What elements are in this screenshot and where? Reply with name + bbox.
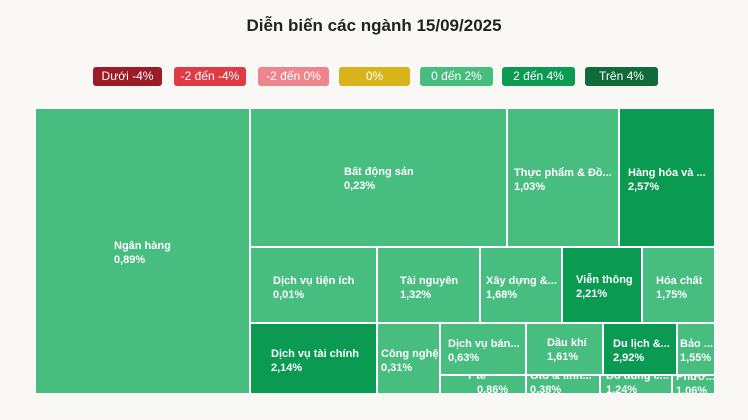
treemap-cell[interactable]: Dịch vụ tài chính 2,14% bbox=[250, 323, 377, 394]
sector-name-label: Công nghệ bbox=[381, 348, 439, 360]
treemap-cell[interactable]: Tài nguyên 1,32% bbox=[377, 247, 480, 323]
treemap-cell[interactable]: Ngân hàng 0,89% bbox=[35, 108, 250, 394]
sector-name-label: Xây dựng &... bbox=[486, 275, 557, 287]
treemap-cell[interactable]: Dịch vụ tiện ích 0,01% bbox=[250, 247, 377, 323]
sector-value-label: 2,57% bbox=[628, 181, 660, 193]
sector-value-label: 0,01% bbox=[273, 289, 305, 301]
sector-name-label: Bất động sản bbox=[344, 166, 414, 178]
sector-value-label: 2,14% bbox=[271, 362, 303, 374]
treemap-cell[interactable]: Dầu khí 1,61% bbox=[526, 323, 603, 375]
sector-value-label: 0,63% bbox=[448, 352, 480, 364]
legend-item[interactable]: -2 đến -4% bbox=[174, 67, 246, 86]
sector-name-label: Tài nguyên bbox=[400, 275, 459, 287]
sector-name-label: Thực phẩm & Đồ... bbox=[514, 167, 612, 179]
chart-title: Diễn biến các ngành 15/09/2025 bbox=[246, 16, 502, 35]
sector-value-label: 1,03% bbox=[514, 181, 546, 193]
sector-name-label: Dịch vụ bán... bbox=[448, 338, 520, 350]
sector-name-label: Hóa chất bbox=[656, 275, 703, 287]
sector-value-label: 1,61% bbox=[547, 351, 579, 363]
sector-name-label: Dầu khí bbox=[547, 337, 587, 349]
treemap-cell[interactable]: Đồ dùng c... 1,24% bbox=[600, 375, 672, 394]
sector-value-label: 0,38% bbox=[530, 384, 562, 394]
legend-item[interactable]: 2 đến 4% bbox=[502, 67, 575, 86]
legend-item[interactable]: -2 đến 0% bbox=[258, 67, 329, 86]
sector-name-label: Ôtô & linh... bbox=[530, 375, 592, 382]
sector-value-label: 1,32% bbox=[400, 289, 432, 301]
treemap-cell[interactable]: Hóa chất 1,75% bbox=[642, 247, 715, 323]
sector-value-label: 0,89% bbox=[114, 254, 146, 266]
sector-value-label: 0,23% bbox=[344, 180, 376, 192]
treemap-cell[interactable]: Ôtô & linh... 0,38% bbox=[526, 375, 600, 394]
treemap-cell[interactable]: Y tế 0,86% bbox=[440, 375, 526, 394]
sector-value-label: 1,68% bbox=[486, 289, 518, 301]
sector-name-label: Ngân hàng bbox=[114, 240, 171, 252]
treemap-cell[interactable]: Viễn thông 2,21% bbox=[562, 247, 642, 323]
sector-name-label: Dịch vụ tài chính bbox=[271, 348, 360, 360]
sector-name-label: Du lịch &... bbox=[613, 338, 670, 350]
legend-item[interactable]: Trên 4% bbox=[585, 67, 658, 86]
legend: Dưới -4% -2 đến -4% -2 đến 0% 0% 0 đến 2% 2 đ… bbox=[0, 67, 748, 87]
sector-value-label: 1,75% bbox=[656, 289, 688, 301]
sector-value-label: 0,86% bbox=[477, 384, 509, 394]
sector-value-label: 1,55% bbox=[680, 352, 712, 364]
treemap-cell[interactable]: Thực phẩm & Đồ... 1,03% bbox=[507, 108, 619, 247]
sector-value-label: 2,92% bbox=[613, 352, 645, 364]
sector-name-label: Đồ dùng c... bbox=[606, 375, 669, 382]
legend-item[interactable]: 0% bbox=[339, 67, 410, 86]
sector-name-label: Y tế bbox=[466, 375, 486, 382]
treemap-cell[interactable]: Hàng hóa và ... 2,57% bbox=[619, 108, 715, 247]
treemap-cell[interactable]: Công nghệ 0,31% bbox=[377, 323, 440, 394]
treemap-cell[interactable]: Phươ... 1,06% bbox=[672, 375, 715, 394]
sector-name-label: Hàng hóa và ... bbox=[628, 167, 706, 179]
treemap-cell[interactable]: Xây dựng &... 1,68% bbox=[480, 247, 562, 323]
treemap-cell[interactable]: Dịch vụ bán... 0,63% bbox=[440, 323, 526, 375]
sector-value-label: 1,24% bbox=[606, 384, 638, 394]
sector-value-label: 1,06% bbox=[676, 385, 708, 394]
sector-name-label: Viễn thông bbox=[576, 274, 633, 286]
sector-name-label: Dịch vụ tiện ích bbox=[273, 275, 355, 287]
sector-value-label: 2,21% bbox=[576, 288, 608, 300]
treemap-cell[interactable]: Bảo ... 1,55% bbox=[677, 323, 715, 375]
sector-value-label: 0,31% bbox=[381, 362, 413, 374]
legend-item[interactable]: Dưới -4% bbox=[93, 67, 162, 86]
sector-name-label: Bảo ... bbox=[680, 338, 714, 350]
treemap-cell[interactable]: Bất động sản 0,23% bbox=[250, 108, 507, 247]
legend-item[interactable]: 0 đến 2% bbox=[420, 67, 493, 86]
sector-name-label: Phươ... bbox=[676, 375, 715, 383]
treemap-cell[interactable]: Du lịch &... 2,92% bbox=[603, 323, 677, 375]
